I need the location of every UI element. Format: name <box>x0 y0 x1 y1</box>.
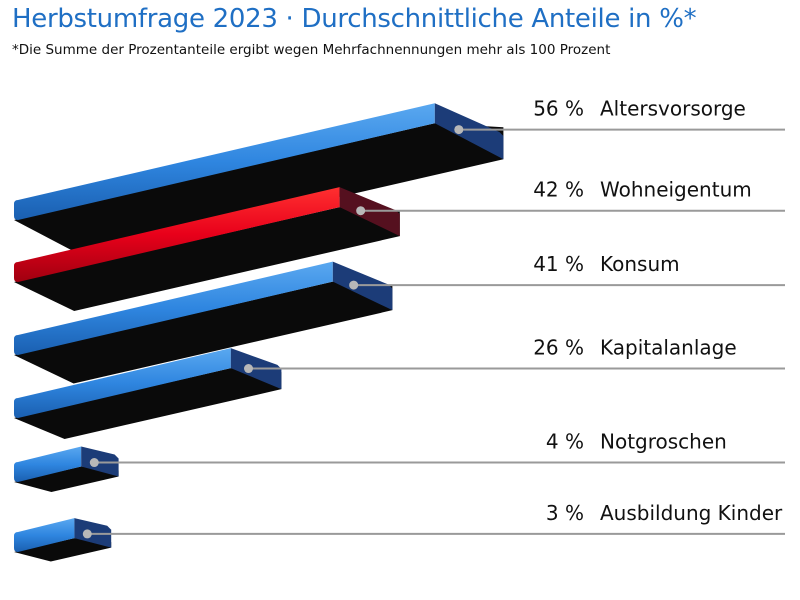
bar-group: 41 % Konsum <box>14 252 785 384</box>
leader-dot <box>349 280 359 290</box>
category-label: Altersvorsorge <box>600 97 746 121</box>
bar-underside <box>14 538 112 562</box>
bar <box>14 446 82 482</box>
category-label: Notgroschen <box>600 430 727 454</box>
chart-subtitle: *Die Summe der Prozentanteile ergibt weg… <box>12 42 611 58</box>
bar-underside <box>14 466 119 492</box>
leader-dot <box>244 364 254 374</box>
leader-dot <box>82 529 92 539</box>
category-label: Kapitalanlage <box>600 336 737 360</box>
value-label: 42 % <box>533 178 584 202</box>
bar-group: 26 % Kapitalanlage <box>14 336 785 439</box>
value-label: 4 % <box>546 430 584 454</box>
value-label: 41 % <box>533 252 584 276</box>
bar-group: 3 % Ausbildung Kinder <box>14 501 785 562</box>
value-label: 3 % <box>546 501 584 525</box>
bar <box>14 518 75 552</box>
category-label: Wohneigentum <box>600 178 752 202</box>
bar <box>14 187 340 282</box>
bar-underside <box>14 123 504 256</box>
bar-end-cap <box>74 518 112 548</box>
category-label: Konsum <box>600 252 680 276</box>
bar-underside <box>14 207 400 311</box>
chart-title: Herbstumfrage 2023 · Durchschnittliche A… <box>12 4 697 34</box>
leader-dot <box>356 206 366 216</box>
bar <box>14 348 231 418</box>
bar-underside <box>14 281 393 384</box>
bar-group: 56 % Altersvorsorge <box>14 97 785 256</box>
bar-underside <box>14 368 282 439</box>
bar <box>14 103 435 220</box>
bar-end-cap <box>434 103 504 160</box>
bar <box>14 261 333 355</box>
leader-dot <box>454 125 464 135</box>
value-label: 26 % <box>533 336 584 360</box>
bar-group: 42 % Wohneigentum <box>14 178 785 311</box>
category-label: Ausbildung Kinder <box>600 501 783 525</box>
leader-dot <box>89 458 99 468</box>
bar-group: 4 % Notgroschen <box>14 430 785 492</box>
value-label: 56 % <box>533 97 584 121</box>
